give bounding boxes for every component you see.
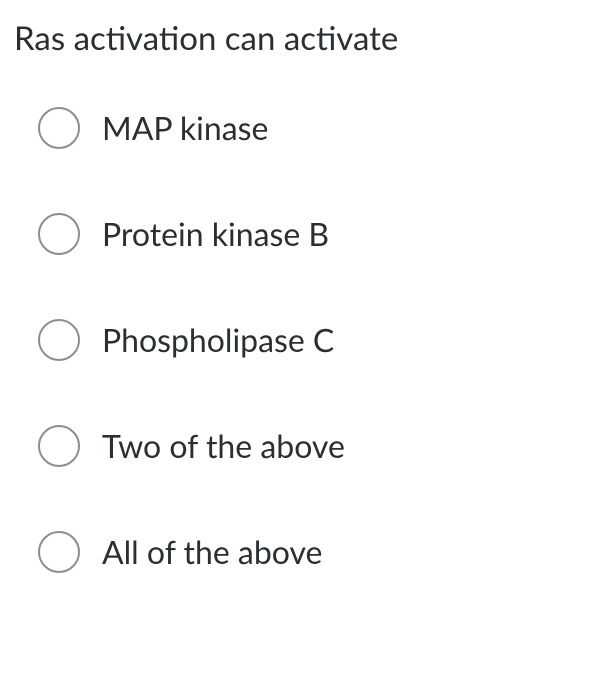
question-prompt: Ras activation can activate bbox=[14, 18, 592, 59]
option-label: Two of the above bbox=[102, 427, 345, 465]
option-protein-kinase-b[interactable]: Protein kinase B bbox=[38, 213, 592, 255]
option-map-kinase[interactable]: MAP kinase bbox=[38, 107, 592, 149]
option-all-of-the-above[interactable]: All of the above bbox=[38, 531, 592, 573]
radio-icon bbox=[38, 531, 80, 573]
options-list: MAP kinase Protein kinase B Phospholipas… bbox=[14, 107, 592, 573]
option-label: All of the above bbox=[102, 533, 322, 571]
question-block: Ras activation can activate MAP kinase P… bbox=[0, 0, 606, 591]
option-label: MAP kinase bbox=[102, 109, 268, 147]
radio-icon bbox=[38, 319, 80, 361]
option-two-of-the-above[interactable]: Two of the above bbox=[38, 425, 592, 467]
option-phospholipase-c[interactable]: Phospholipase C bbox=[38, 319, 592, 361]
radio-icon bbox=[38, 213, 80, 255]
radio-icon bbox=[38, 107, 80, 149]
radio-icon bbox=[38, 425, 80, 467]
option-label: Phospholipase C bbox=[102, 321, 334, 359]
option-label: Protein kinase B bbox=[102, 215, 329, 253]
